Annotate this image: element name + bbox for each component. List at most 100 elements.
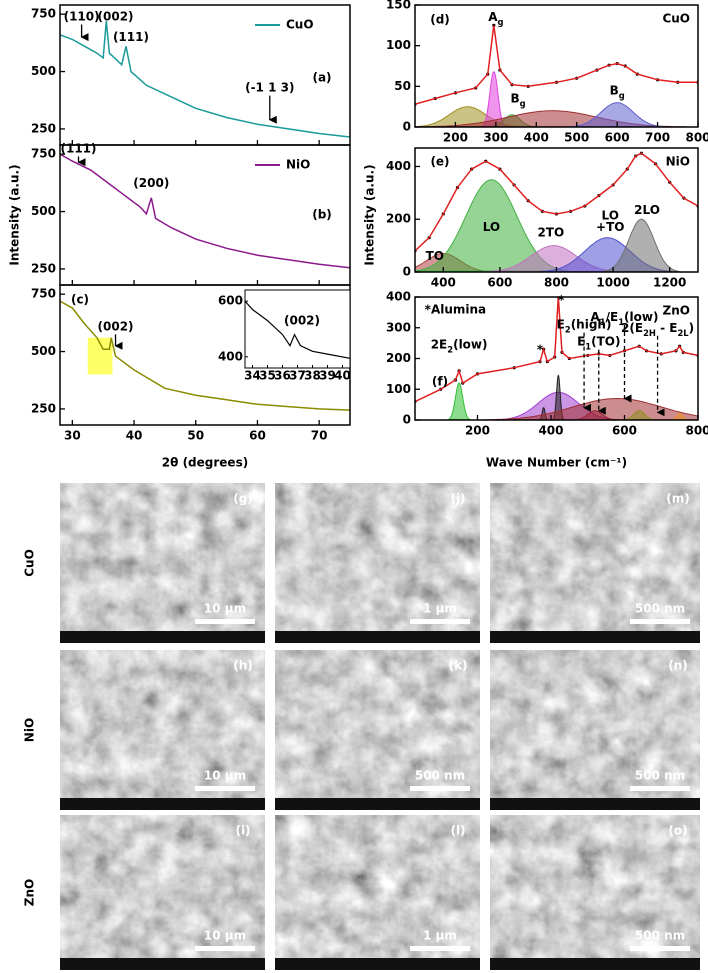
panel-label: (a): [312, 71, 331, 85]
plot-area: [60, 21, 350, 138]
x-axis-label: 2θ (degrees): [162, 456, 248, 470]
x-tick-label: 400: [538, 424, 563, 438]
plot-area: [415, 297, 698, 420]
x-tick-label: 400: [431, 276, 456, 290]
annotation: (111): [60, 141, 96, 155]
sem-scale-label: 500 nm: [415, 769, 465, 783]
annotation-part: 2L: [677, 327, 689, 337]
sem-panel-label: (m): [666, 492, 689, 506]
sem-scale-label: 1 µm: [423, 602, 457, 616]
inset-y-tick-label: 400: [218, 349, 243, 363]
annotation: Bg: [610, 83, 625, 100]
sem-scale-label: 1 µm: [423, 929, 457, 943]
inset-x-tick-label: 39: [319, 369, 336, 383]
plot-area: [415, 23, 698, 127]
sem-image: [490, 483, 700, 643]
x-tick-label: 700: [645, 131, 670, 145]
inset-x-tick-label: 40: [334, 369, 351, 383]
annotation-part: LO: [602, 208, 619, 222]
annotation: (111): [113, 30, 149, 44]
x-tick-label: 40: [126, 429, 143, 443]
annotation-part: (111): [113, 30, 149, 44]
inset-line: [244, 300, 351, 359]
sem-scale-bar: [195, 619, 255, 624]
sem-scale-bar: [630, 619, 690, 624]
annotation-part: *Alumina: [425, 302, 486, 316]
annotation: (-1 1 3): [245, 80, 294, 94]
annotation: *: [537, 342, 544, 356]
sem-image: [60, 815, 265, 970]
y-tick-label: 100: [386, 382, 411, 396]
panel-label: (f): [432, 375, 448, 389]
data-line: [415, 152, 698, 252]
x-tick-label: 1200: [653, 276, 686, 290]
x-tick-label: 70: [311, 429, 328, 443]
annotation: 2TO: [537, 225, 564, 239]
sem-image: [275, 815, 480, 970]
annotation-part: A: [591, 309, 601, 323]
y-tick-label: 250: [31, 401, 56, 415]
annotation: Bg: [511, 91, 526, 108]
inset-x-tick-label: 38: [304, 369, 321, 383]
sem-scale-bar: [630, 946, 690, 951]
y-tick-label: 0: [403, 413, 411, 427]
y-tick-label: 400: [386, 159, 411, 173]
fitted-peak: [622, 410, 656, 420]
inset-x-tick-label: 37: [289, 369, 306, 383]
sem-panel-label: (g): [233, 492, 253, 506]
x-tick-label: 800: [685, 424, 708, 438]
annotation-part: (002): [98, 9, 134, 23]
sem-info-bar: [275, 798, 480, 810]
annotation: E1(TO): [577, 334, 620, 351]
data-line: [60, 153, 350, 269]
y-tick-label: 0: [403, 120, 411, 134]
inset-frame: [244, 289, 351, 369]
sem-image: [275, 483, 480, 643]
annotation-part: 2TO: [537, 225, 564, 239]
annotation-part: (low): [624, 309, 658, 323]
annotation-part: (-1 1 3): [245, 80, 294, 94]
annotation-part: 2LO: [634, 203, 660, 217]
legend-label: NiO: [666, 155, 690, 169]
sem-scale-bar: [195, 786, 255, 791]
annotation-part: 2: [447, 344, 453, 354]
annotation-part: g: [498, 17, 504, 27]
annotation-part: 1: [600, 316, 606, 326]
sem-panel-label: (n): [668, 659, 688, 673]
sem-scale-label: 10 µm: [204, 602, 246, 616]
y-tick-label: 50: [394, 79, 411, 93]
data-line: [415, 25, 698, 105]
x-tick-label: 1000: [596, 276, 629, 290]
inset-y-tick-label: 600: [218, 294, 243, 308]
sem-panel-label: (j): [450, 492, 465, 506]
sem-image: [275, 650, 480, 810]
sem-scale-label: 500 nm: [635, 602, 685, 616]
x-tick-label: 600: [605, 131, 630, 145]
sem-scale-bar: [410, 619, 470, 624]
annotation-part: B: [511, 91, 520, 105]
y-tick-label: 500: [31, 344, 56, 358]
annotation: +TO: [596, 220, 624, 234]
legend-label: ZnO: [663, 304, 690, 318]
fitted-peak: [568, 102, 666, 127]
x-tick-label: 800: [544, 276, 569, 290]
annotation-part: E: [557, 317, 565, 331]
y-tick-label: 0: [403, 265, 411, 279]
sem-panel-label: (h): [233, 659, 253, 673]
x-tick-label: 200: [465, 424, 490, 438]
annotation-part: (low): [453, 337, 487, 351]
fitted-peak: [446, 382, 472, 420]
legend-label: NiO: [286, 158, 310, 172]
sem-panel-label: (k): [449, 659, 468, 673]
plot-area: [415, 151, 698, 272]
y-tick-label: 200: [386, 351, 411, 365]
fitted-peak: [603, 218, 680, 272]
annotation: 2E2(low): [431, 337, 488, 354]
panel-label: (b): [312, 208, 332, 222]
sem-info-bar: [275, 958, 480, 970]
x-axis-label: Wave Number (cm⁻¹): [486, 456, 627, 470]
y-tick-label: 750: [31, 147, 56, 161]
plot-area: [60, 153, 350, 269]
y-axis-label: Intensity (a.u.): [8, 164, 22, 265]
